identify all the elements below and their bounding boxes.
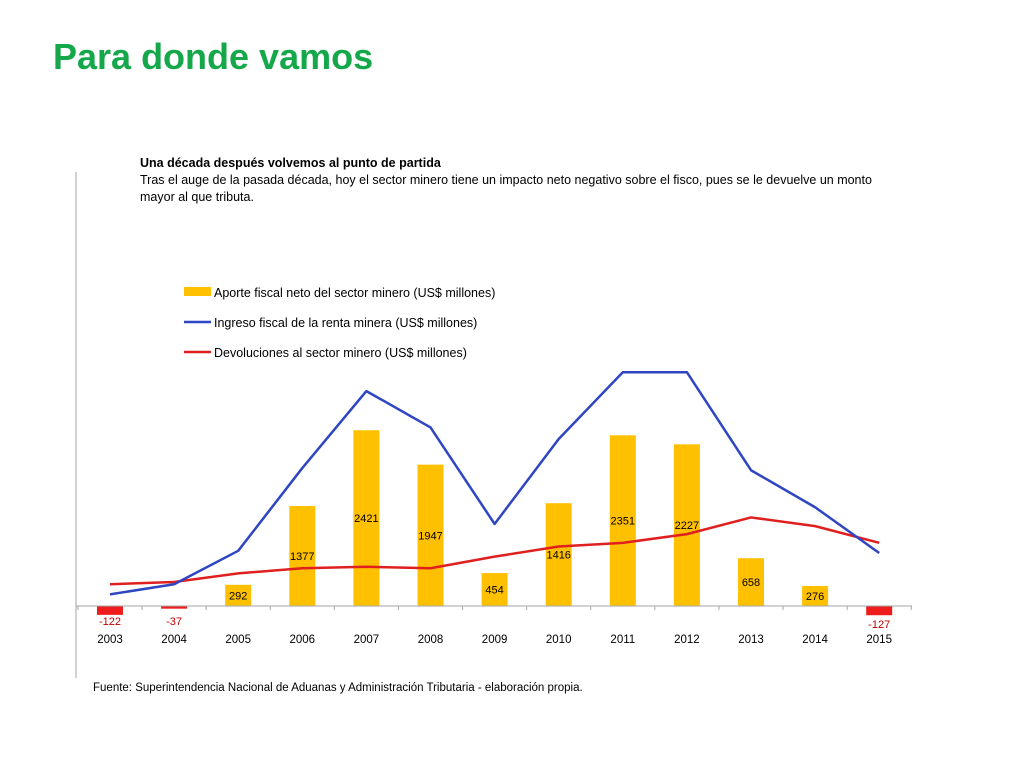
legend-label-ingreso: Ingreso fiscal de la renta minera (US$ m… (214, 316, 477, 330)
series-line-devoluciones (109, 516, 880, 586)
bar-2010 (545, 503, 572, 606)
slide-title: Para donde vamos (53, 36, 374, 77)
x-tick-label-2003: 2003 (97, 634, 123, 646)
x-tick-label-2013: 2013 (738, 634, 764, 646)
chart-title: Una década después volvemos al punto de … (140, 156, 441, 170)
data-label-2003: -122 (99, 616, 121, 628)
chart-text-block: Una década después volvemos al punto de … (140, 155, 880, 206)
x-tick-label-2012: 2012 (674, 634, 700, 646)
bar-2009 (481, 573, 508, 606)
legend-label-aporte: Aporte fiscal neto del sector minero (US… (214, 286, 495, 300)
data-label-2011: 2351 (611, 516, 635, 528)
series-line-ingreso-fiscal (109, 370, 880, 596)
bar-2006 (289, 506, 316, 606)
x-tick-label-2015: 2015 (866, 634, 892, 646)
bar-2003 (97, 606, 123, 615)
source-note: Fuente: Superintendencia Nacional de Adu… (93, 682, 583, 694)
x-tick-label-2004: 2004 (161, 634, 187, 646)
data-label-2012: 2227 (675, 520, 699, 532)
x-tick-label-2011: 2011 (610, 634, 635, 646)
data-label-2007: 2421 (354, 513, 378, 525)
x-tick-label-2008: 2008 (418, 634, 444, 646)
x-tick-label-2009: 2009 (482, 634, 508, 646)
data-label-2008: 1947 (418, 530, 442, 542)
legend-swatch-aporte (184, 287, 211, 296)
data-label-2009: 454 (485, 585, 503, 597)
data-label-2005: 292 (229, 590, 247, 602)
bar-2004 (161, 606, 188, 609)
bar-2005 (225, 584, 252, 606)
data-label-2014: 276 (806, 591, 824, 603)
bar-2007 (353, 430, 380, 606)
x-tick-label-2007: 2007 (354, 634, 380, 646)
bar-2015 (866, 606, 893, 616)
x-tick-label-2006: 2006 (290, 634, 316, 646)
data-label-2006: 1377 (290, 551, 314, 563)
x-tick-label-2005: 2005 (225, 634, 251, 646)
bar-2011 (609, 435, 636, 606)
x-tick-label-2014: 2014 (802, 634, 828, 646)
bar-2008 (417, 464, 444, 606)
data-label-2004: -37 (166, 616, 182, 628)
x-tick-label-2010: 2010 (546, 634, 572, 646)
data-label-2015: -127 (868, 619, 890, 631)
bar-2014 (802, 585, 829, 606)
bar-2012 (673, 444, 700, 606)
data-label-2013: 658 (742, 577, 760, 589)
data-label-2010: 1416 (546, 550, 570, 562)
chart-subtitle: Tras el auge de la pasada década, hoy el… (140, 173, 872, 204)
legend-label-devoluciones: Devoluciones al sector minero (US$ millo… (214, 346, 467, 360)
bar-2013 (738, 558, 764, 606)
